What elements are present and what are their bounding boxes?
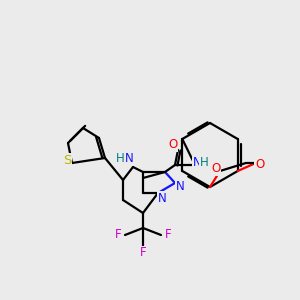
Text: F: F: [165, 229, 171, 242]
Text: F: F: [140, 247, 146, 260]
Text: N: N: [193, 155, 201, 169]
Text: N: N: [158, 191, 166, 205]
Text: H: H: [116, 152, 124, 166]
Text: F: F: [115, 229, 121, 242]
Text: N: N: [124, 152, 134, 166]
Text: O: O: [255, 158, 264, 170]
Text: S: S: [63, 154, 71, 166]
Text: O: O: [212, 163, 220, 176]
Text: H: H: [200, 155, 208, 169]
Text: N: N: [176, 179, 184, 193]
Text: O: O: [168, 139, 178, 152]
